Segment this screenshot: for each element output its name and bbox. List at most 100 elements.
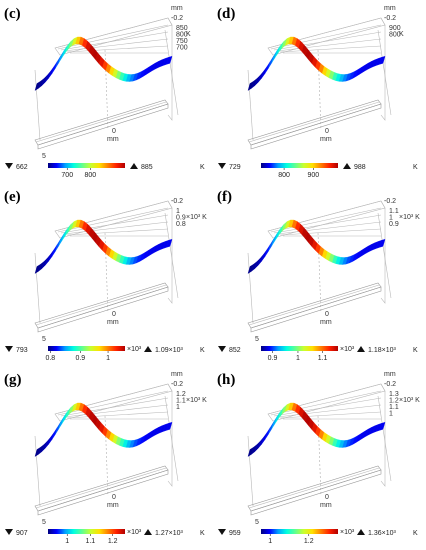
max-marker-icon xyxy=(357,346,365,352)
grid-line xyxy=(66,411,169,419)
axis-unit-label: mm xyxy=(384,5,396,12)
band-segment xyxy=(379,239,386,248)
colorbar-gradient xyxy=(48,163,125,168)
grid-line xyxy=(60,214,169,234)
grid-line xyxy=(273,31,382,51)
base-plate-side xyxy=(250,103,382,150)
grid-line xyxy=(270,390,382,416)
band-segment xyxy=(264,61,271,74)
colorbar-gradient xyxy=(261,163,338,168)
grid-line xyxy=(279,411,382,419)
band-segment xyxy=(51,427,58,440)
base-plate-line xyxy=(248,101,380,143)
grid-line xyxy=(273,397,382,417)
z-unit-label: ×10³ K xyxy=(399,214,420,221)
band-segment xyxy=(55,238,61,252)
grid-line xyxy=(279,45,382,53)
z-unit-label: ×10³ K xyxy=(399,397,420,404)
colorbar-tick-label: 1 xyxy=(268,538,272,545)
base-plate-top xyxy=(247,99,382,146)
x-unit-label: mm xyxy=(107,319,119,326)
base-plate-line xyxy=(248,467,380,509)
z-tick-label: 1.3 xyxy=(389,391,399,398)
x-tick-label: 0 xyxy=(112,311,116,318)
z-tick-label: 900 xyxy=(389,25,401,32)
band-segment xyxy=(55,55,61,69)
base-plate-side xyxy=(37,469,169,516)
band-segment xyxy=(271,416,278,430)
z-tick-label: 1.1 xyxy=(389,404,399,411)
axis-top-tick: -0.2 xyxy=(384,381,396,388)
band-segment xyxy=(58,233,65,247)
grid-line xyxy=(57,24,169,50)
x-unit-label: mm xyxy=(320,136,332,143)
left-vertical-edge xyxy=(247,69,254,141)
min-marker-icon xyxy=(5,529,13,535)
z-tick-label: 0.9 xyxy=(389,221,399,228)
band-segment xyxy=(166,422,173,431)
panel-label: (d) xyxy=(217,6,235,22)
axis-frame xyxy=(247,383,392,516)
axis-top-tick: -0.2 xyxy=(384,15,396,22)
temperature-band xyxy=(34,219,173,274)
band-segment xyxy=(264,244,271,257)
temperature-band xyxy=(247,36,386,91)
colorbar-tick-label: 0.9 xyxy=(268,355,278,362)
band-segment xyxy=(268,421,274,435)
base-plate-side xyxy=(250,469,382,516)
max-marker-icon xyxy=(130,163,138,169)
colorbar-multiplier: ×10³ xyxy=(340,346,355,353)
colorbar-max-value: 1.27×10³ xyxy=(155,530,183,537)
base-plate-side xyxy=(250,286,382,333)
axis-frame xyxy=(247,200,392,333)
base-plate-top xyxy=(34,99,169,146)
grid-line xyxy=(279,228,382,236)
colorbar-unit: K xyxy=(200,347,205,354)
axis-unit-label: mm xyxy=(384,371,396,378)
grid-line xyxy=(60,31,169,51)
band-segment xyxy=(268,238,274,252)
x-tick-label: 0 xyxy=(325,311,329,318)
z-tick-label: 1 xyxy=(176,404,180,411)
colorbar-min-value: 729 xyxy=(229,164,241,171)
colorbar-tick-label: 900 xyxy=(308,172,320,179)
base-plate-top xyxy=(247,465,382,512)
panel-label: (h) xyxy=(217,372,235,388)
panel-label: (c) xyxy=(4,6,21,22)
colorbar-tick-label: 0.9 xyxy=(75,355,85,362)
grid-line xyxy=(63,221,169,235)
colorbar: 793 0.8 0.9 1 ×10³ 1.09×10³ K xyxy=(5,346,205,362)
depth-tick-label: 5 xyxy=(42,336,46,343)
colorbar-max-value: 1.36×10³ xyxy=(368,530,396,537)
back-edge-right xyxy=(167,17,173,121)
colorbar-multiplier: ×10³ xyxy=(340,529,355,536)
base-plate-line xyxy=(35,284,167,326)
grid-line xyxy=(63,38,169,52)
x-tick-label: 0 xyxy=(112,128,116,135)
axis-frame xyxy=(247,17,392,150)
grid-line xyxy=(276,404,382,418)
band-segment xyxy=(166,239,173,248)
z-tick-label: 800 xyxy=(389,32,401,39)
right-vertical-edge xyxy=(377,212,392,299)
depth-tick-label: 5 xyxy=(255,519,259,526)
band-segment xyxy=(271,233,278,247)
min-marker-icon xyxy=(218,529,226,535)
band-segment xyxy=(264,427,271,440)
right-vertical-edge xyxy=(164,212,179,299)
band-segment xyxy=(379,422,386,431)
colorbar-unit: K xyxy=(200,530,205,537)
colorbar-max-value: 988 xyxy=(354,164,366,171)
z-tick-label: 1.2 xyxy=(176,391,186,398)
z-tick-label: 800 xyxy=(176,32,188,39)
x-unit-label: mm xyxy=(320,319,332,326)
left-vertical-edge xyxy=(34,69,41,141)
left-vertical-edge xyxy=(34,252,41,324)
colorbar-min-value: 852 xyxy=(229,347,241,354)
back-edge-right xyxy=(380,383,386,487)
band-segment xyxy=(58,50,65,64)
z-unit-label: ×10³ K xyxy=(186,214,207,221)
min-marker-icon xyxy=(5,346,13,352)
